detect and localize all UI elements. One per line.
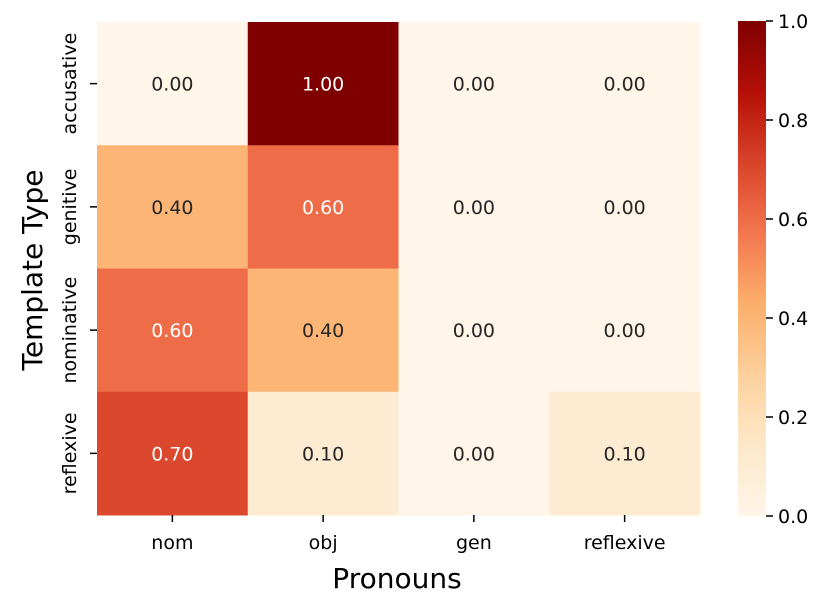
heatmap-cell xyxy=(549,145,701,269)
y-tick-label: genitive xyxy=(59,169,81,246)
x-tick-label: nom xyxy=(151,532,193,554)
colorbar: 0.0 0.2 0.4 0.6 0.8 1.0 xyxy=(738,11,808,528)
heatmap-cell xyxy=(549,268,701,393)
x-axis-title: Pronouns xyxy=(332,562,461,595)
colorbar-gradient xyxy=(738,21,766,516)
cell-value-label: 1.00 xyxy=(302,74,344,96)
cell-value-label: 0.10 xyxy=(302,443,344,465)
cell-value-label: 0.40 xyxy=(151,197,193,219)
cell-value-label: 0.10 xyxy=(603,443,645,465)
cell-value-label: 0.00 xyxy=(453,74,495,96)
cell-value-label: 0.00 xyxy=(603,74,645,96)
x-tick-label: reflexive xyxy=(584,532,666,554)
heatmap-cell xyxy=(549,391,701,516)
colorbar-tick-label: 1.0 xyxy=(778,11,808,33)
cell-value-label: 0.00 xyxy=(453,197,495,219)
heatmap-cell xyxy=(398,145,550,269)
x-tick-label: gen xyxy=(456,532,492,554)
heatmap-cell xyxy=(97,22,249,146)
cell-value-label: 0.40 xyxy=(302,320,344,342)
heatmap-cell xyxy=(398,391,550,516)
cell-value-label: 0.60 xyxy=(151,320,193,342)
cell-value-label: 0.60 xyxy=(302,197,344,219)
heatmap-cell xyxy=(247,145,399,269)
colorbar-tick-label: 0.0 xyxy=(778,506,808,528)
y-tick-label: reflexive xyxy=(59,412,81,494)
y-tick-label: accusative xyxy=(59,33,81,135)
y-axis-ticks: accusative genitive nominative reflexive xyxy=(59,33,97,494)
heatmap-cell xyxy=(549,22,701,146)
heatmap-cell xyxy=(247,391,399,516)
colorbar-tick-label: 0.6 xyxy=(778,209,808,231)
cell-value-label: 0.00 xyxy=(603,197,645,219)
x-axis-ticks: nom obj gen reflexive xyxy=(151,515,666,554)
y-axis-title: Template Type xyxy=(16,170,49,372)
colorbar-tick-label: 0.4 xyxy=(778,308,808,330)
cell-value-label: 0.00 xyxy=(453,320,495,342)
heatmap-cell xyxy=(97,268,249,393)
x-tick-label: obj xyxy=(309,532,338,554)
heatmap-cell xyxy=(398,22,550,146)
cell-value-label: 0.00 xyxy=(603,320,645,342)
heatmap-cells: 0.00 1.00 0.00 0.00 0.40 0.60 0.00 0.00 0.60 0.40… xyxy=(97,22,701,516)
heatmap-cell xyxy=(97,391,249,516)
cell-value-label: 0.00 xyxy=(151,74,193,96)
heatmap-cell xyxy=(247,22,399,146)
cell-value-label: 0.00 xyxy=(453,443,495,465)
heatmap-cell xyxy=(97,145,249,269)
colorbar-tick-label: 0.2 xyxy=(778,407,808,429)
colorbar-ticks: 0.0 0.2 0.4 0.6 0.8 1.0 xyxy=(766,11,808,528)
colorbar-tick-label: 0.8 xyxy=(778,110,808,132)
heatmap-cell xyxy=(398,268,550,393)
heatmap-cell xyxy=(247,268,399,393)
cell-value-label: 0.70 xyxy=(151,443,193,465)
y-tick-label: nominative xyxy=(59,277,81,384)
